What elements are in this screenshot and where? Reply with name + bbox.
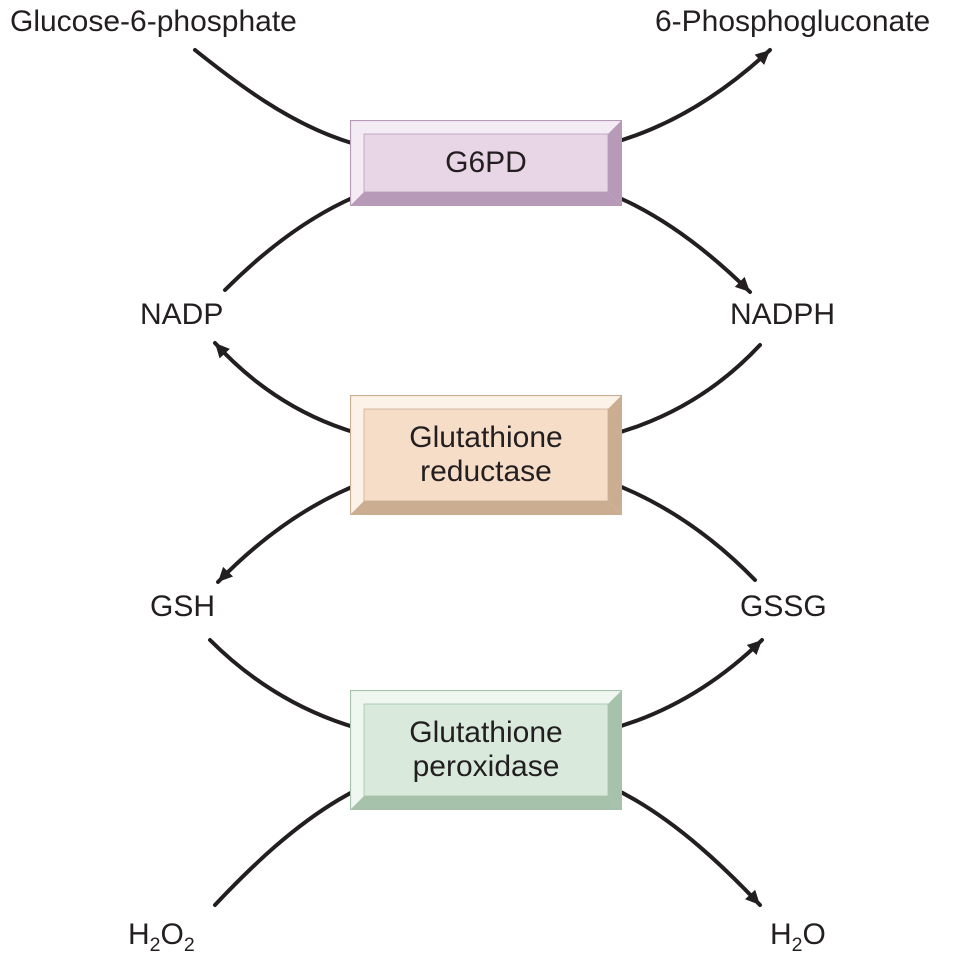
arrowhead-icon xyxy=(745,890,760,905)
arrowhead-icon xyxy=(735,277,750,292)
label-gssg: GSSG xyxy=(740,590,827,624)
enzyme-reductase-label-line1: Glutathione xyxy=(409,421,562,456)
label-nadp: NADP xyxy=(140,298,223,332)
arrowhead-icon xyxy=(755,50,770,65)
label-gsh: GSH xyxy=(150,590,215,624)
enzyme-g6pd-label: G6PD xyxy=(445,146,527,181)
label-nadph: NADPH xyxy=(730,298,835,332)
label-6-phosphogluconate: 6-Phosphogluconate xyxy=(655,5,930,39)
enzyme-glutathione-reductase: Glutathione reductase xyxy=(350,395,622,515)
arrowhead-icon xyxy=(218,567,233,582)
pathway-diagram: Glucose-6-phosphate 6-Phosphogluconate N… xyxy=(0,0,973,968)
label-h2o: H2O xyxy=(770,918,826,957)
enzyme-peroxidase-label-line1: Glutathione xyxy=(409,716,562,751)
enzyme-peroxidase-label-line2: peroxidase xyxy=(409,750,562,785)
enzyme-g6pd: G6PD xyxy=(350,120,622,206)
enzyme-reductase-label-line2: reductase xyxy=(409,455,562,490)
enzyme-glutathione-peroxidase: Glutathione peroxidase xyxy=(350,690,622,810)
label-h2o2: H2O2 xyxy=(128,918,195,957)
arrowhead-icon xyxy=(747,640,762,655)
arrowhead-icon xyxy=(215,343,230,358)
label-glucose-6-phosphate: Glucose-6-phosphate xyxy=(10,5,297,39)
